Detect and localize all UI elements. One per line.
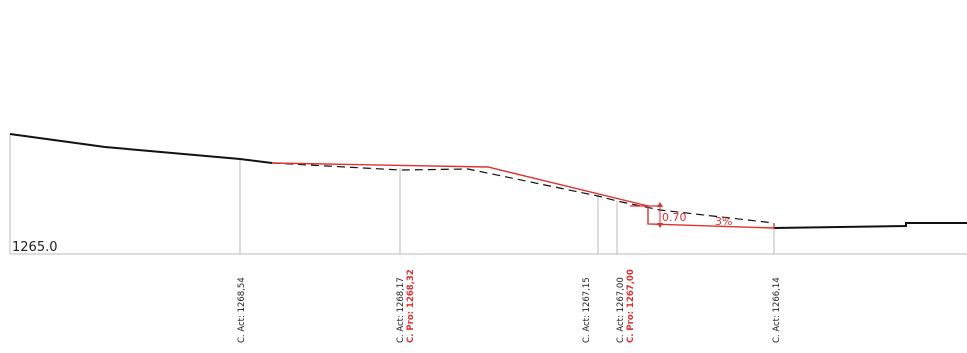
dimension-arrow-up <box>657 202 663 207</box>
station-2-actual-label: C. Act: 1268,17 <box>396 277 406 343</box>
existing-terrain-line <box>9 133 273 164</box>
dimension-arrow-down <box>657 223 663 228</box>
station-1-actual-label: C. Act: 1268,54 <box>237 277 247 343</box>
station-5-actual-label: C. Act: 1266,14 <box>772 277 782 343</box>
station-2-proposed-label: C. Pro: 1268,32 <box>406 269 416 343</box>
step-height-label: 0.70 <box>662 211 687 224</box>
slope-label: 3% <box>715 215 732 228</box>
proposed-grade-line <box>271 162 775 229</box>
station-4-proposed-label: C. Pro: 1267,00 <box>626 269 636 343</box>
station-4-actual-label: C. Act: 1267,00 <box>616 277 626 343</box>
datum-label: 1265.0 <box>12 240 58 255</box>
existing-terrain-dashed <box>271 162 775 224</box>
existing-terrain-line-right <box>773 222 967 229</box>
station-3-actual-label: C. Act: 1267,15 <box>582 277 592 343</box>
